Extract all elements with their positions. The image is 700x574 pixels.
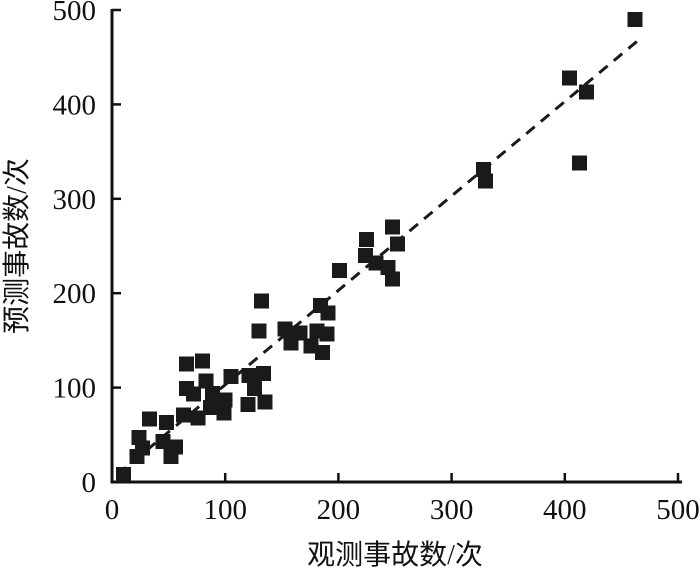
x-axis-label: 观测事故数/次 bbox=[307, 539, 483, 571]
y-tick-label: 300 bbox=[53, 184, 97, 216]
data-point bbox=[195, 353, 211, 369]
data-point bbox=[478, 173, 494, 189]
y-tick-label: 200 bbox=[53, 278, 97, 310]
data-point bbox=[578, 84, 594, 100]
data-point bbox=[319, 326, 335, 342]
data-point bbox=[475, 162, 491, 178]
data-point bbox=[627, 11, 643, 27]
data-point bbox=[179, 356, 195, 372]
data-point bbox=[257, 394, 273, 410]
y-tick-label: 0 bbox=[82, 467, 97, 499]
y-tick-label: 100 bbox=[53, 373, 97, 405]
data-point bbox=[315, 345, 331, 361]
data-point bbox=[198, 373, 214, 389]
x-tick-label: 400 bbox=[543, 494, 587, 526]
data-point bbox=[175, 407, 191, 423]
data-point bbox=[163, 449, 179, 465]
data-point bbox=[131, 430, 147, 446]
y-axis-label: 预测事故数/次 bbox=[1, 158, 33, 334]
data-point bbox=[186, 386, 202, 402]
data-point bbox=[247, 381, 263, 397]
data-point bbox=[253, 293, 269, 309]
data-point bbox=[240, 397, 256, 413]
data-point bbox=[216, 405, 232, 421]
data-point bbox=[223, 368, 239, 384]
data-point bbox=[572, 155, 588, 171]
data-point bbox=[256, 365, 272, 381]
data-point bbox=[561, 70, 577, 86]
data-point bbox=[385, 271, 401, 287]
data-point bbox=[277, 321, 293, 337]
x-tick-label: 200 bbox=[317, 494, 361, 526]
data-point bbox=[190, 410, 206, 426]
data-point bbox=[320, 305, 336, 321]
data-point bbox=[251, 323, 267, 339]
data-point bbox=[292, 325, 308, 341]
data-point bbox=[158, 415, 174, 431]
data-point bbox=[303, 338, 319, 354]
x-tick-label: 500 bbox=[656, 494, 700, 526]
data-point bbox=[205, 385, 221, 401]
data-point bbox=[141, 411, 157, 427]
x-tick-label: 300 bbox=[430, 494, 474, 526]
y-tick-label: 400 bbox=[53, 89, 97, 121]
data-point bbox=[202, 399, 218, 415]
data-point bbox=[115, 466, 131, 482]
data-point bbox=[359, 231, 375, 247]
data-point bbox=[217, 392, 233, 408]
x-tick-label: 100 bbox=[203, 494, 247, 526]
data-point bbox=[368, 255, 384, 271]
y-tick-label: 500 bbox=[53, 0, 97, 27]
data-point bbox=[332, 263, 348, 279]
data-point bbox=[155, 433, 171, 449]
data-point bbox=[385, 219, 401, 235]
data-point bbox=[241, 367, 257, 383]
data-point bbox=[389, 236, 405, 252]
data-point bbox=[380, 260, 396, 276]
x-tick-label: 0 bbox=[105, 494, 120, 526]
plot-area: 0 100 200 300 400 500 0 100 200 300 400 500 bbox=[53, 0, 700, 526]
